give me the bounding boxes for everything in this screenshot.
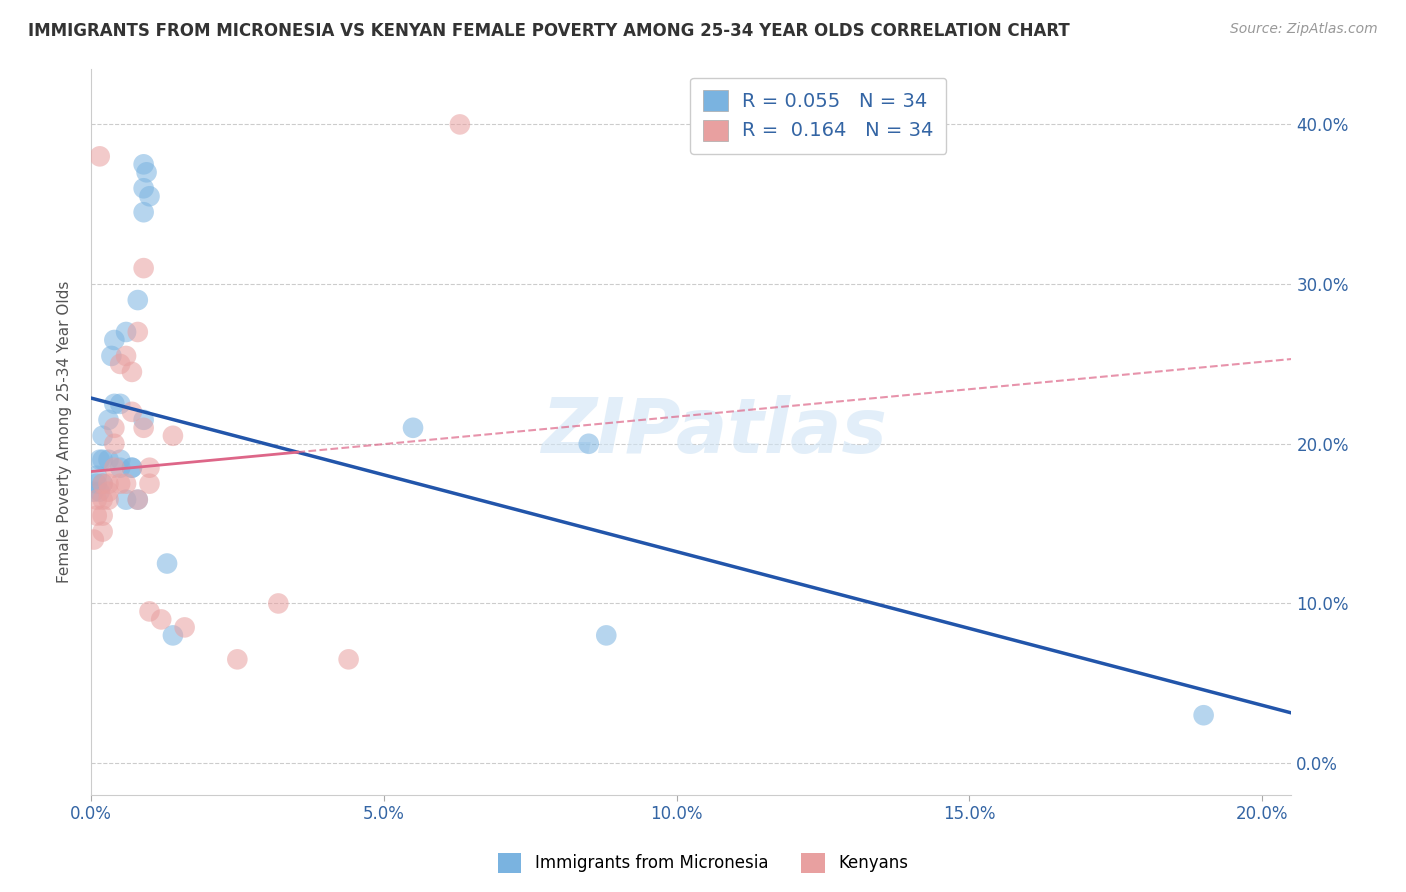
Point [115,492,138,507]
Point [91,452,114,467]
Point [121,460,143,475]
Legend: R = 0.055   N = 34, R =  0.164   N = 34: R = 0.055 N = 34, R = 0.164 N = 34 [690,78,946,153]
Point [89,484,111,499]
Point [100,349,122,363]
Point [132,261,155,276]
Legend: Immigrants from Micronesia, Kenyans: Immigrants from Micronesia, Kenyans [491,847,915,880]
Point [121,405,143,419]
Point [121,365,143,379]
Point [132,157,155,171]
Point [103,333,125,347]
Point [108,476,131,491]
Point [91,508,114,523]
Point [97,476,120,491]
Point [138,460,160,475]
Point [86,476,108,491]
Point [267,597,290,611]
Point [162,628,184,642]
Point [595,628,617,642]
Point [83,533,105,547]
Point [121,460,143,475]
Point [108,357,131,371]
Point [1192,708,1215,723]
Point [108,460,131,475]
Point [173,620,195,634]
Point [86,468,108,483]
Point [127,492,149,507]
Point [86,492,108,507]
Point [115,325,138,339]
Text: ZIPatlas: ZIPatlas [543,395,889,469]
Point [91,476,114,491]
Point [83,484,105,499]
Point [103,421,125,435]
Point [115,349,138,363]
Point [91,524,114,539]
Point [132,205,155,219]
Point [108,397,131,411]
Point [89,452,111,467]
Point [91,476,114,491]
Point [89,149,111,163]
Point [138,476,160,491]
Point [115,476,138,491]
Point [97,492,120,507]
Point [402,421,425,435]
Text: IMMIGRANTS FROM MICRONESIA VS KENYAN FEMALE POVERTY AMONG 25-34 YEAR OLDS CORREL: IMMIGRANTS FROM MICRONESIA VS KENYAN FEM… [28,22,1070,40]
Point [97,413,120,427]
Point [132,413,155,427]
Point [226,652,249,666]
Point [91,492,114,507]
Point [578,436,600,450]
Point [127,492,149,507]
Point [103,436,125,450]
Point [138,604,160,618]
Point [150,612,173,626]
Point [127,325,149,339]
Point [91,429,114,443]
Point [127,293,149,307]
Point [103,460,125,475]
Point [138,189,160,203]
Point [86,508,108,523]
Point [132,181,155,195]
Point [337,652,360,666]
Point [135,165,157,179]
Text: Source: ZipAtlas.com: Source: ZipAtlas.com [1230,22,1378,37]
Point [103,397,125,411]
Point [132,421,155,435]
Y-axis label: Female Poverty Among 25-34 Year Olds: Female Poverty Among 25-34 Year Olds [58,281,72,583]
Point [449,117,471,131]
Point [156,557,179,571]
Point [162,429,184,443]
Point [108,452,131,467]
Point [97,452,120,467]
Point [97,484,120,499]
